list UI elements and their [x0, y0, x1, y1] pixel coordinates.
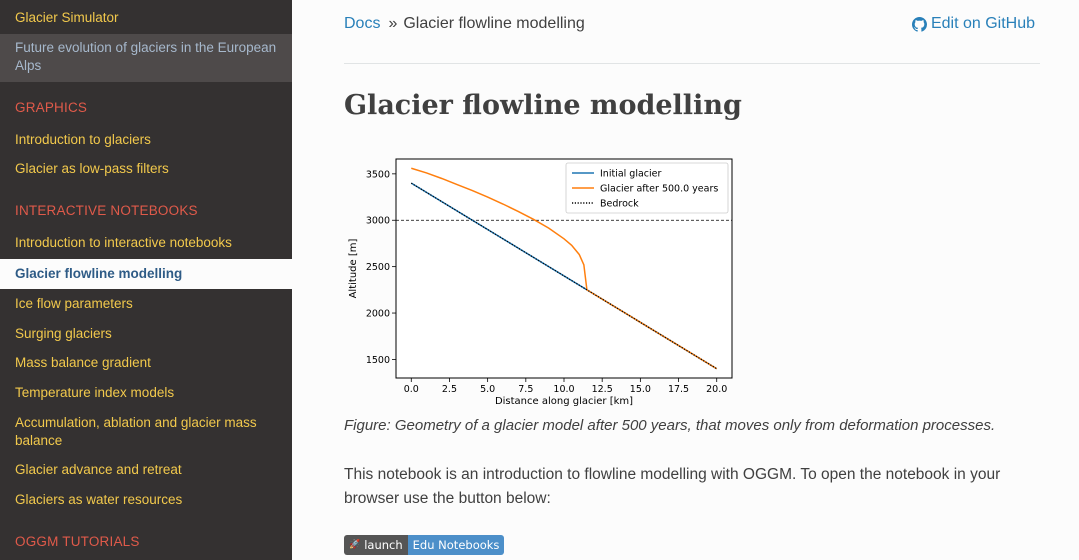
x-tick-label: 7.5	[518, 384, 533, 395]
nav-accumulation[interactable]: Accumulation, ablation and glacier mass …	[15, 415, 257, 448]
x-tick-label: 0.0	[404, 384, 419, 395]
edit-on-github-link[interactable]: Edit on GitHub	[911, 15, 1035, 33]
x-tick-label: 17.5	[668, 384, 689, 395]
legend-label: Glacier after 500.0 years	[600, 184, 718, 195]
x-tick-label: 10.0	[553, 384, 574, 395]
y-tick-label: 2500	[366, 262, 390, 273]
edit-on-github-label: Edit on GitHub	[930, 15, 1035, 32]
figure-caption: Figure: Geometry of a glacier model afte…	[344, 417, 996, 434]
nav-glacier-simulator[interactable]: Glacier Simulator	[15, 10, 119, 25]
github-icon	[911, 16, 927, 32]
nav-low-pass[interactable]: Glacier as low-pass filters	[15, 161, 169, 176]
rocket-icon: 🚀	[349, 540, 361, 550]
y-tick-label: 3500	[366, 169, 390, 180]
x-tick-label: 12.5	[592, 384, 613, 395]
nav-surging[interactable]: Surging glaciers	[15, 326, 112, 341]
x-axis-label: Distance along glacier [km]	[495, 396, 633, 407]
badge-launch-label: launch	[364, 538, 403, 552]
nav-ice-flow[interactable]: Ice flow parameters	[15, 296, 133, 311]
nav-intro-notebooks[interactable]: Introduction to interactive notebooks	[15, 235, 232, 250]
nav-mass-balance-gradient[interactable]: Mass balance gradient	[15, 355, 151, 370]
intro-paragraph: This notebook is an introduction to flow…	[344, 466, 1001, 507]
breadcrumb-current: Glacier flowline modelling	[403, 15, 585, 32]
x-tick-label: 2.5	[442, 384, 457, 395]
x-tick-label: 15.0	[630, 384, 651, 395]
legend-label: Initial glacier	[600, 169, 662, 180]
y-axis-label: Altitude [m]	[348, 239, 359, 299]
sidebar: Glacier Simulator Future evolution of gl…	[0, 0, 292, 560]
header-divider	[344, 63, 1040, 64]
launch-badge[interactable]: 🚀 launch Edu Notebooks	[344, 535, 505, 555]
caption-interactive-notebooks: INTERACTIVE NOTEBOOKS	[15, 203, 198, 218]
breadcrumb-docs-link[interactable]: Docs	[344, 15, 381, 32]
nav-flowline-active[interactable]: Glacier flowline modelling	[0, 259, 292, 289]
main-content: Docs » Glacier flowline modelling Edit on …	[292, 0, 1079, 560]
y-tick-label: 2000	[366, 309, 390, 320]
breadcrumb-separator: »	[388, 15, 398, 32]
nav-temperature-index[interactable]: Temperature index models	[15, 385, 175, 400]
breadcrumb: Docs » Glacier flowline modelling	[344, 15, 585, 33]
nav-future-evolution[interactable]: Future evolution of glaciers in the Euro…	[0, 34, 292, 82]
badge-edu-notebooks: Edu Notebooks	[407, 535, 505, 555]
caption-graphics: GRAPHICS	[15, 100, 88, 115]
badge-launch: 🚀 launch	[344, 535, 408, 555]
nav-water-resources[interactable]: Glaciers as water resources	[15, 492, 183, 507]
y-tick-label: 1500	[366, 355, 390, 366]
page-title: Glacier flowline modelling	[344, 90, 742, 121]
flowline-chart: 0.0 2.5 5.0 7.5 10.0 12.5 15.0 17.5 20.0 1500 2000…	[348, 158, 733, 407]
caption-oggm-tutorials: OGGM TUTORIALS	[15, 534, 140, 549]
y-tick-label: 3000	[366, 216, 390, 227]
nav-advance-retreat[interactable]: Glacier advance and retreat	[15, 462, 182, 477]
x-tick-label: 5.0	[480, 384, 495, 395]
series-bedrock	[410, 182, 718, 370]
legend-label: Bedrock	[600, 199, 639, 210]
x-tick-label: 20.0	[706, 384, 727, 395]
legend-box	[565, 162, 729, 214]
nav-intro-glaciers[interactable]: Introduction to glaciers	[15, 132, 151, 147]
